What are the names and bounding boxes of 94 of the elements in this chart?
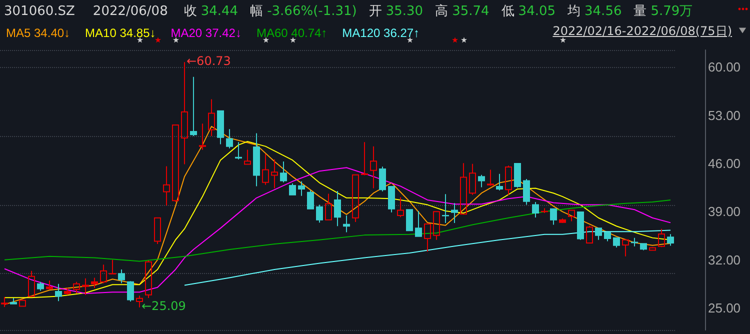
candlestick [631,237,638,247]
candlestick [505,165,512,196]
y-tick-label: 25.00 [708,300,741,316]
y-tick-label: 32.00 [708,252,741,268]
candlestick [667,234,674,246]
candlestick [127,280,134,302]
candlestick [370,146,377,189]
line-series [4,199,671,262]
candlestick [199,123,206,150]
candlestick [379,166,386,192]
candlestick [118,268,125,284]
candlestick [244,149,251,165]
candlestick [469,163,476,196]
candlestick [532,202,539,218]
candlestick [316,204,323,224]
candlestick [622,239,629,257]
line-series [4,167,671,294]
text: 2022/06/08 收 34.44 幅 -3.66%(-1.31) 开 35.30 高 35.74 低 34.05 均 34.56 量 5.79万 [92,4,693,19]
candlestick [253,132,260,187]
candlestick [415,210,422,237]
candlestick [451,202,458,224]
y-tick-label: 46.00 [708,156,741,172]
candlestick [307,190,314,210]
candlestick [64,288,71,296]
text: MA10 34.85↓ [85,26,156,40]
candlestick [91,277,98,289]
candlestick [586,225,593,244]
candlestick [478,174,485,188]
candlestick [181,62,188,165]
candlestick [100,264,107,284]
candlestick [361,142,368,176]
candlestick [613,237,620,248]
candlestick [55,283,62,302]
candlestick [82,278,89,296]
annotation: ←25.09 [142,299,186,314]
candlestick [19,299,26,308]
candlestick [109,259,116,274]
candlestick [217,110,224,145]
candlestick [136,295,143,308]
candlestick [649,246,656,252]
y-tick-label: 53.00 [708,108,741,123]
candlestick [1,296,8,308]
candlestick [298,180,305,196]
y-tick-label: 39.00 [708,204,741,220]
candlestick [550,208,557,226]
candlestick [325,193,332,220]
candlestick [343,214,350,233]
candlestick [640,243,647,251]
candlestick [154,217,161,245]
candlestick [280,160,287,183]
candlestick [541,208,548,214]
candlestick [460,162,467,216]
candlestick [523,178,530,206]
candlestick [172,124,179,203]
text: MA5 34.40↓ [6,26,70,40]
candlestick [46,280,53,290]
candlestick [334,190,341,227]
candlestick [604,232,611,242]
candlestick [208,98,215,136]
candlestick [190,76,197,136]
candlestick [442,194,449,224]
candlestick [595,228,602,240]
candlestick [433,211,440,240]
candlestick [424,224,431,252]
candlestick [271,158,278,189]
text: 2022/02/16-2022/06/08(75日) [552,23,732,40]
candlestick [37,281,44,292]
candlestick [388,186,395,213]
candlestick [10,298,17,304]
candlestick [28,270,35,298]
candlestick [406,209,413,232]
candlestick [514,163,521,188]
candlestick [568,210,575,222]
candlestick [262,153,269,186]
candlestick [289,182,296,196]
candlestick [163,166,170,206]
candlestick [496,173,503,191]
annotation: ←60.73 [186,54,231,68]
text: MA120 36.27↑ [342,26,420,40]
candlestick [397,196,404,218]
candlestick [559,218,566,224]
line-series [184,230,671,286]
candlestick [235,142,242,160]
candlestick [145,260,152,299]
chart-title: 301060.SZ [4,4,75,19]
candlestick [487,169,494,186]
text: MA20 37.42↓ [170,26,242,40]
candlestick [226,128,233,149]
text: MA60 40.74↑ [256,26,328,40]
candlestick [73,281,80,294]
candlestick [352,174,359,222]
candlestick [658,228,665,248]
candlestick [577,212,584,240]
y-tick-label: 60.00 [708,60,741,75]
